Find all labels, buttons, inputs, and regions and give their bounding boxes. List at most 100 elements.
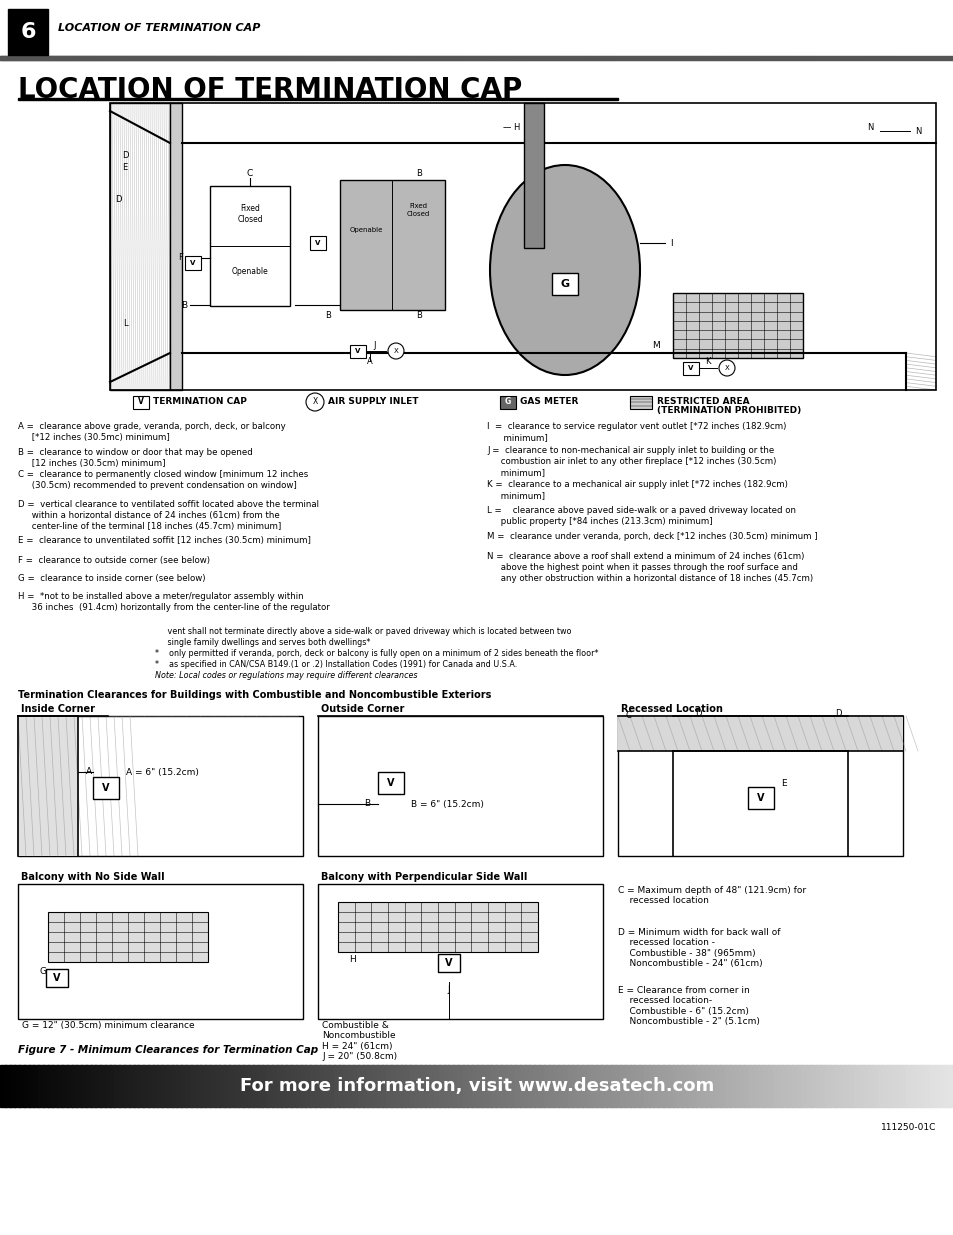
Bar bbox=[357, 56, 362, 61]
Bar bbox=[572, 1065, 578, 1107]
Text: V: V bbox=[445, 958, 453, 968]
Bar bbox=[610, 56, 615, 61]
Bar bbox=[510, 1065, 516, 1107]
Bar bbox=[319, 56, 324, 61]
Bar bbox=[710, 56, 715, 61]
Bar bbox=[400, 1065, 406, 1107]
Bar bbox=[19, 1065, 25, 1107]
Bar bbox=[200, 56, 205, 61]
Bar bbox=[682, 362, 699, 375]
Bar bbox=[943, 1065, 949, 1107]
Bar bbox=[610, 1065, 616, 1107]
Text: E = Clearance from corner in
    recessed location-
    Combustible - 6" (15.2cm: E = Clearance from corner in recessed lo… bbox=[618, 986, 760, 1026]
Bar bbox=[748, 1065, 754, 1107]
Bar bbox=[562, 56, 567, 61]
Text: V: V bbox=[387, 778, 395, 788]
Bar bbox=[591, 1065, 597, 1107]
Bar bbox=[600, 56, 605, 61]
Bar bbox=[18, 716, 303, 856]
Bar bbox=[681, 1065, 687, 1107]
Text: Recessed Location: Recessed Location bbox=[620, 704, 722, 714]
Bar bbox=[448, 56, 453, 61]
Bar bbox=[872, 56, 877, 61]
Text: J: J bbox=[374, 341, 375, 350]
Bar bbox=[224, 1065, 230, 1107]
Bar bbox=[896, 1065, 902, 1107]
Bar bbox=[543, 56, 548, 61]
Bar bbox=[233, 56, 238, 61]
Bar bbox=[367, 1065, 373, 1107]
Bar bbox=[291, 56, 295, 61]
Bar bbox=[615, 1065, 620, 1107]
Bar bbox=[505, 1065, 511, 1107]
Bar bbox=[948, 1065, 953, 1107]
Text: I: I bbox=[669, 238, 672, 247]
Text: For more information, visit www.desatech.com: For more information, visit www.desatech… bbox=[239, 1077, 714, 1095]
Bar bbox=[943, 56, 948, 61]
Bar bbox=[862, 1065, 868, 1107]
Bar bbox=[86, 56, 91, 61]
Bar bbox=[538, 1065, 544, 1107]
Bar bbox=[672, 1065, 678, 1107]
Text: AIR SUPPLY INLET: AIR SUPPLY INLET bbox=[328, 398, 418, 406]
Bar bbox=[939, 1065, 944, 1107]
Bar bbox=[853, 1065, 859, 1107]
Bar bbox=[834, 1065, 840, 1107]
Bar bbox=[529, 1065, 535, 1107]
Bar bbox=[596, 56, 600, 61]
Bar bbox=[829, 1065, 835, 1107]
Bar bbox=[639, 56, 643, 61]
Bar bbox=[214, 1065, 220, 1107]
Bar bbox=[924, 1065, 930, 1107]
Bar bbox=[33, 56, 38, 61]
Bar bbox=[629, 396, 651, 409]
Bar bbox=[515, 1065, 520, 1107]
Bar bbox=[324, 56, 329, 61]
Bar bbox=[310, 236, 326, 249]
Bar bbox=[129, 1065, 134, 1107]
Bar bbox=[253, 56, 257, 61]
Bar bbox=[567, 1065, 573, 1107]
Bar bbox=[801, 1065, 806, 1107]
Bar bbox=[419, 1065, 425, 1107]
Bar bbox=[348, 56, 353, 61]
Bar bbox=[38, 1065, 44, 1107]
Bar bbox=[67, 1065, 72, 1107]
Bar bbox=[867, 1065, 873, 1107]
Bar bbox=[219, 56, 224, 61]
Bar bbox=[395, 56, 400, 61]
Text: X: X bbox=[394, 348, 398, 354]
Bar bbox=[46, 969, 68, 987]
Bar bbox=[467, 56, 472, 61]
Bar bbox=[238, 1065, 244, 1107]
Bar bbox=[739, 56, 743, 61]
Text: C: C bbox=[247, 169, 253, 179]
Text: *    only permitted if veranda, porch, deck or balcony is fully open on a minimu: * only permitted if veranda, porch, deck… bbox=[154, 650, 598, 658]
Bar bbox=[14, 56, 19, 61]
Bar bbox=[114, 1065, 120, 1107]
Bar bbox=[81, 1065, 87, 1107]
Bar bbox=[362, 56, 367, 61]
Bar bbox=[867, 56, 872, 61]
Bar bbox=[357, 1065, 363, 1107]
Bar bbox=[186, 56, 191, 61]
Bar bbox=[553, 56, 558, 61]
Bar bbox=[157, 56, 162, 61]
Bar bbox=[476, 1065, 482, 1107]
Text: B: B bbox=[416, 311, 421, 321]
Bar bbox=[214, 56, 219, 61]
Bar bbox=[172, 56, 176, 61]
Text: 6: 6 bbox=[20, 22, 35, 42]
Bar bbox=[753, 1065, 759, 1107]
Text: RESTRICTED AREA: RESTRICTED AREA bbox=[657, 398, 749, 406]
Bar bbox=[129, 56, 133, 61]
Bar bbox=[605, 1065, 611, 1107]
Bar bbox=[138, 1065, 144, 1107]
Bar bbox=[429, 56, 434, 61]
Bar bbox=[372, 1065, 377, 1107]
Bar bbox=[500, 1065, 506, 1107]
Bar bbox=[100, 56, 105, 61]
Bar bbox=[195, 56, 200, 61]
Bar bbox=[772, 1065, 778, 1107]
Bar bbox=[696, 1065, 701, 1107]
